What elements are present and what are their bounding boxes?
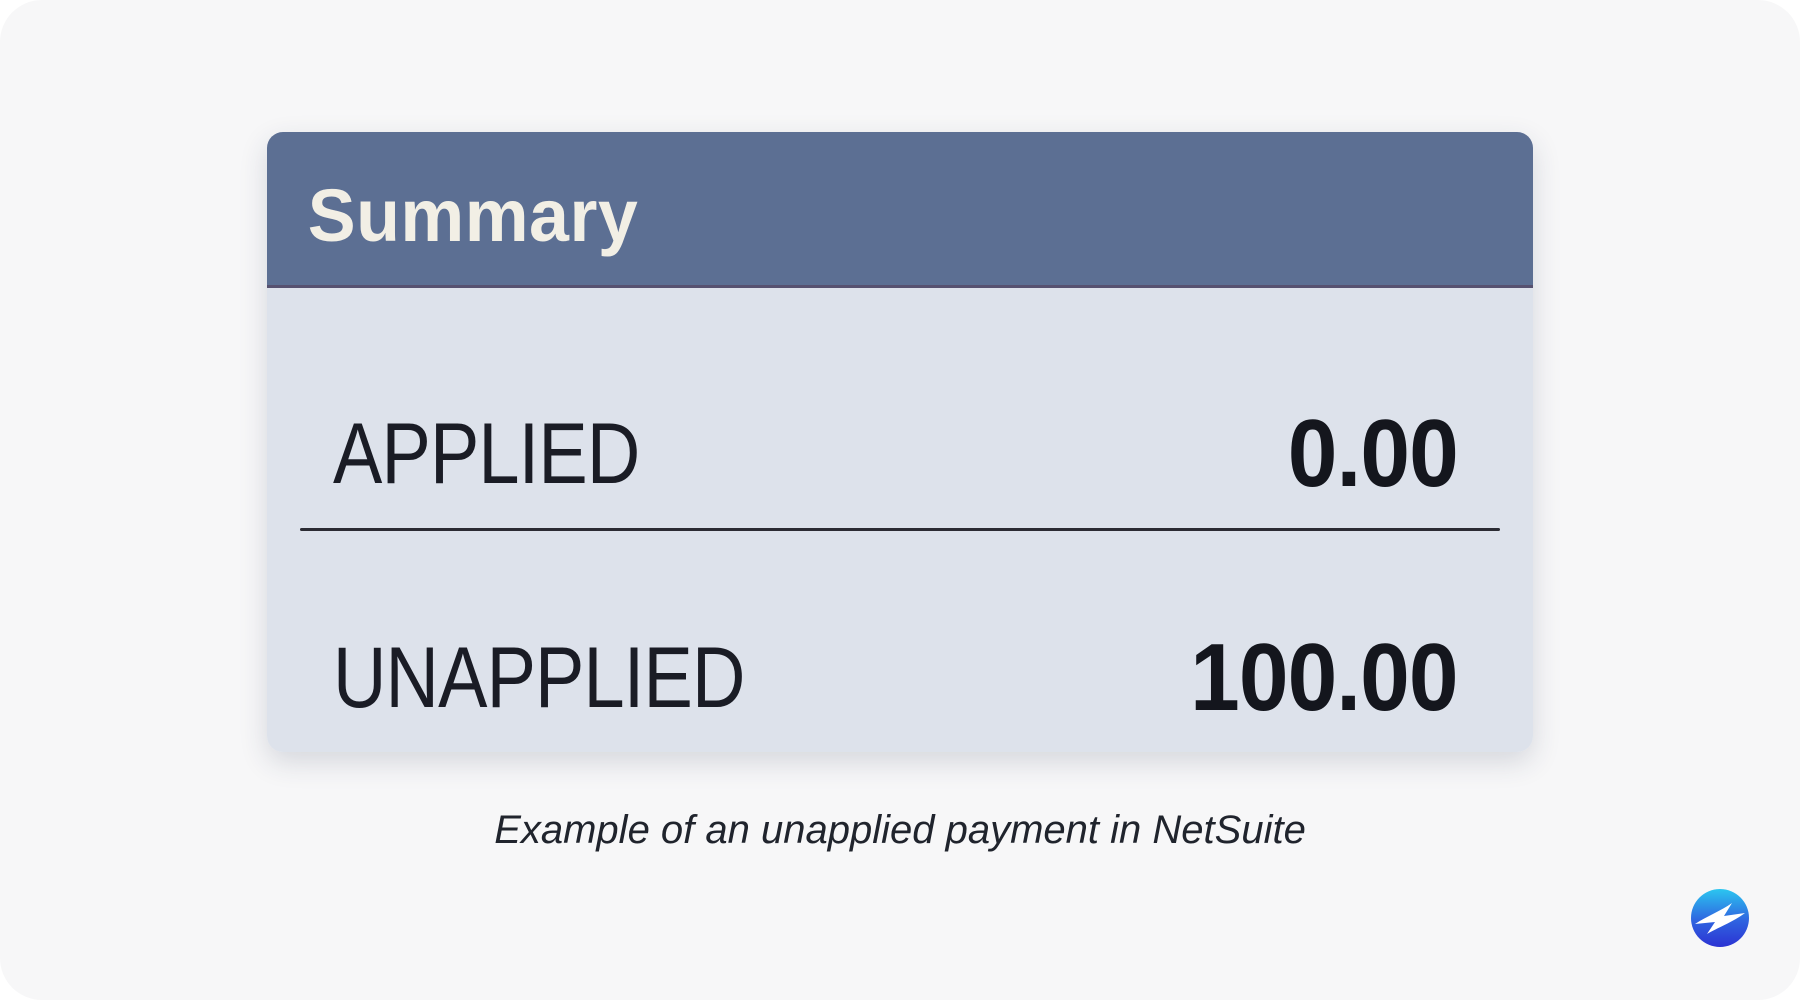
applied-value: 0.00: [1287, 400, 1459, 507]
row-divider: [300, 528, 1500, 531]
unapplied-label: UNAPPLIED: [333, 629, 745, 726]
summary-card-header: Summary: [267, 132, 1533, 288]
summary-card: Summary APPLIED 0.00 UNAPPLIED 100.00: [267, 132, 1533, 752]
applied-row: APPLIED 0.00: [333, 398, 1459, 510]
unapplied-row: UNAPPLIED 100.00: [333, 622, 1459, 734]
lightning-bolt-logo-icon: [1691, 889, 1749, 947]
summary-card-title: Summary: [307, 174, 639, 257]
summary-card-body: APPLIED 0.00 UNAPPLIED 100.00: [267, 288, 1533, 752]
applied-label: APPLIED: [333, 405, 640, 502]
image-caption: Example of an unapplied payment in NetSu…: [494, 808, 1306, 852]
unapplied-value: 100.00: [1190, 624, 1459, 731]
